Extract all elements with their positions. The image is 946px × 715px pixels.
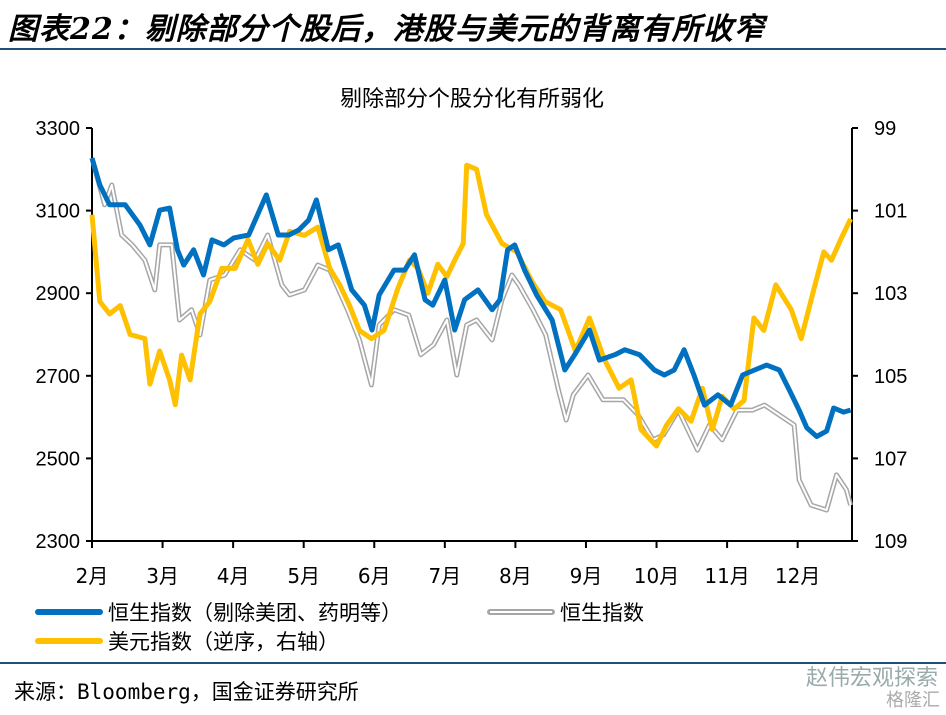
- series-line-hsi-inner: [91, 157, 852, 511]
- footer-rule: [0, 662, 946, 664]
- y-left-tick-label: 2300: [36, 531, 81, 553]
- x-tick-label: 10月: [634, 564, 679, 588]
- watermark-secondary: 格隆汇: [886, 690, 940, 711]
- series-line-hsi-outer: [89, 157, 854, 513]
- figure-title: 图表22：剔除部分个股后，港股与美元的背离有所收窄: [8, 12, 765, 47]
- x-tick-label: 12月: [775, 564, 820, 588]
- y-left-tick-label: 3100: [36, 201, 81, 223]
- y-right-tick-label: 107: [874, 448, 907, 470]
- legend-label: 恒生指数: [560, 601, 644, 625]
- y-left-tick-label: 2500: [36, 448, 81, 470]
- y-right-tick-label: 105: [874, 366, 907, 388]
- x-tick-label: 4月: [217, 564, 250, 588]
- y-right-tick-label: 109: [874, 531, 907, 553]
- y-right-tick-label: 99: [874, 118, 896, 140]
- header-rule: [0, 48, 946, 50]
- x-tick-label: 7月: [428, 564, 461, 588]
- x-tick-label: 2月: [76, 564, 109, 588]
- x-tick-label: 9月: [570, 564, 603, 588]
- x-tick-label: 3月: [146, 564, 179, 588]
- legend-label: 美元指数（逆序，右轴）: [108, 630, 339, 654]
- y-right-tick-label: 101: [874, 201, 907, 223]
- legend-label: 恒生指数（剔除美团、药明等）: [108, 601, 402, 625]
- line-chart: 剔除部分个股分化有所弱化 2300 2500 2700 2900 3100 3300 99 1…: [35, 87, 907, 654]
- x-tick-label: 8月: [499, 564, 532, 588]
- y-right-tick-label: 103: [874, 283, 907, 305]
- series-line-usd: [89, 162, 853, 449]
- source-note: 来源：Bloomberg，国金证券研究所: [14, 680, 359, 704]
- series-line-hsi-ex: [89, 157, 852, 439]
- x-tick-label: 6月: [358, 564, 391, 588]
- y-left-tick-label: 3300: [36, 118, 81, 140]
- y-left-tick-label: 2700: [36, 366, 81, 388]
- x-tick-label: 11月: [704, 564, 749, 588]
- y-left-tick-label: 2900: [36, 283, 81, 305]
- x-tick-label: 5月: [287, 564, 320, 588]
- chart-title: 剔除部分个股分化有所弱化: [340, 87, 604, 112]
- watermark: 赵伟宏观探索: [805, 666, 938, 691]
